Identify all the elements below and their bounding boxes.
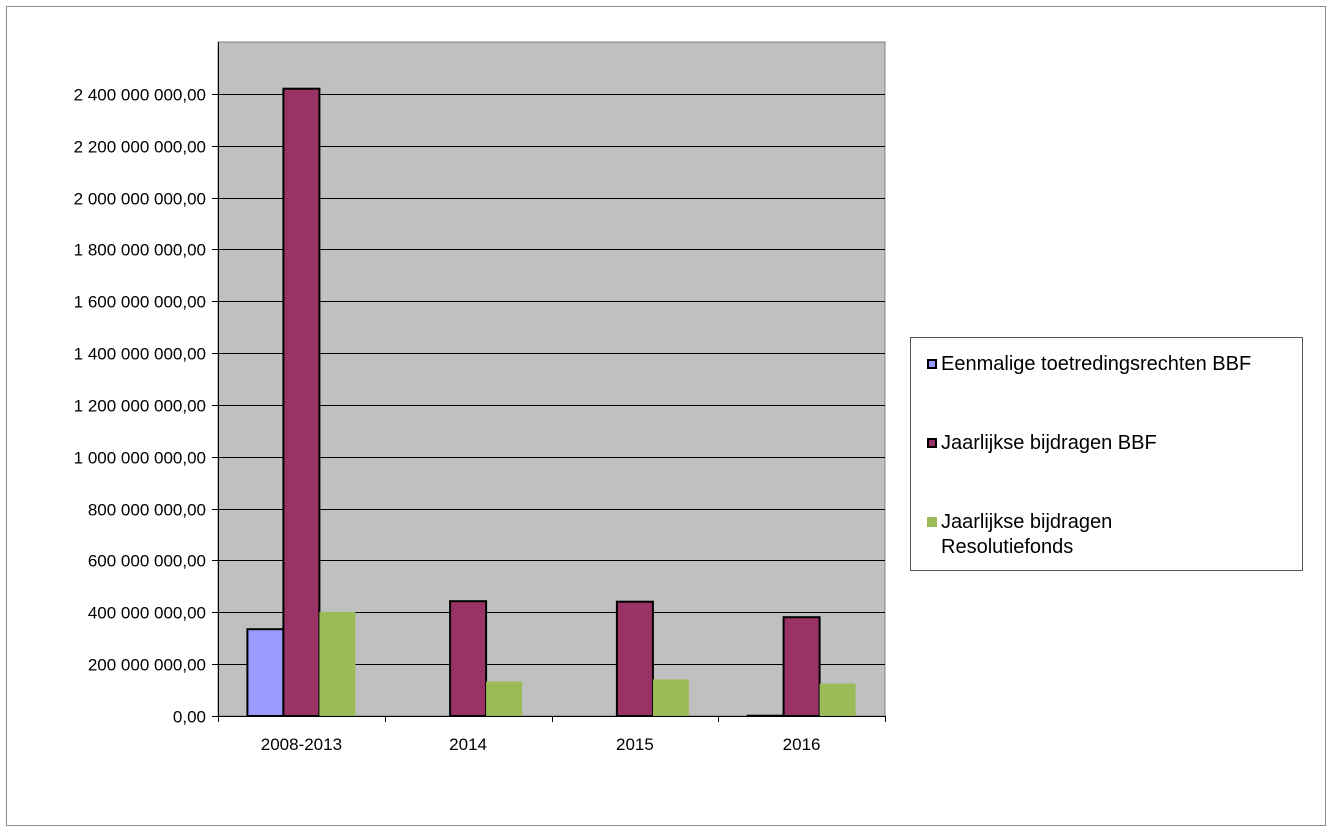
legend-swatch-eenmalige-toetredingsrechten <box>927 359 937 369</box>
legend-label-jaarlijkse-bijdragen-bbf: Jaarlijkse bijdragen BBF <box>941 431 1157 456</box>
bar-eenmalige-toetredingsrechten-bbf-2008-2013 <box>247 629 283 716</box>
legend-label-eenmalige-toetredingsrechten: Eenmalige toetredingsrechten BBF <box>941 352 1251 377</box>
bar-jaarlijkse-bijdragen-resolutiefonds-2014 <box>486 682 522 717</box>
x-tick-label: 2014 <box>449 735 487 754</box>
y-tick-label: 1 200 000 000,00 <box>74 397 206 416</box>
legend-item-jaarlijkse-bijdragen-resolutiefonds: Jaarlijkse bijdragen Resolutiefonds <box>927 510 1187 560</box>
x-tick-label: 2015 <box>616 735 654 754</box>
y-tick-label: 800 000 000,00 <box>88 501 206 520</box>
bar-jaarlijkse-bijdragen-bbf-2014 <box>450 601 486 716</box>
y-tick-label: 200 000 000,00 <box>88 656 206 675</box>
y-tick-label: 600 000 000,00 <box>88 552 206 571</box>
y-tick-label: 0,00 <box>173 708 206 727</box>
y-tick-label: 1 000 000 000,00 <box>74 449 206 468</box>
y-tick-label: 1 800 000 000,00 <box>74 241 206 260</box>
legend-swatch-jaarlijkse-bijdragen-resolutiefonds <box>927 517 937 527</box>
legend-label-jaarlijkse-bijdragen-resolutiefonds: Jaarlijkse bijdragen Resolutiefonds <box>941 510 1187 560</box>
legend-item-jaarlijkse-bijdragen-bbf: Jaarlijkse bijdragen BBF <box>927 431 1297 456</box>
y-tick-label: 2 000 000 000,00 <box>74 190 206 209</box>
y-tick-label: 2 400 000 000,00 <box>74 86 206 105</box>
y-tick-label: 2 200 000 000,00 <box>74 138 206 157</box>
bar-jaarlijkse-bijdragen-bbf-2008-2013 <box>283 89 319 716</box>
legend-item-eenmalige-toetredingsrechten: Eenmalige toetredingsrechten BBF <box>927 352 1297 377</box>
bar-jaarlijkse-bijdragen-resolutiefonds-2015 <box>653 679 689 716</box>
bar-jaarlijkse-bijdragen-bbf-2016 <box>784 617 820 716</box>
bar-jaarlijkse-bijdragen-resolutiefonds-2016 <box>820 684 856 716</box>
x-tick-label: 2016 <box>783 735 821 754</box>
bar-jaarlijkse-bijdragen-bbf-2015 <box>617 602 653 716</box>
y-tick-label: 1 400 000 000,00 <box>74 345 206 364</box>
plot-area: 0,00 200 000 000,00 400 000 000,00 600 000 … <box>74 42 886 754</box>
y-tick-label: 400 000 000,00 <box>88 604 206 623</box>
bar-jaarlijkse-bijdragen-resolutiefonds-2008-2013 <box>319 612 355 716</box>
chart-legend: Eenmalige toetredingsrechten BBF Jaarlij… <box>910 337 1303 571</box>
y-tick-label: 1 600 000 000,00 <box>74 293 206 312</box>
x-tick-label: 2008-2013 <box>261 735 342 754</box>
legend-swatch-jaarlijkse-bijdragen-bbf <box>927 438 937 448</box>
